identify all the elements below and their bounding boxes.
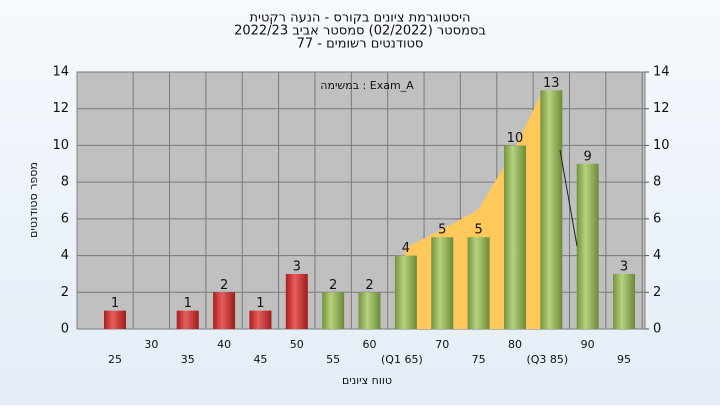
data-label: 10 [507,131,524,146]
bar [503,145,526,329]
y2-tick-label: 4 [653,248,661,263]
bar [467,237,490,329]
y2-tick-label: 14 [653,65,670,80]
x-tick-label: 25 [108,353,122,366]
x-tick-label: (Q1 65) [381,353,423,366]
bar [176,310,199,329]
data-label: 1 [184,296,192,311]
x-tick-label: 75 [472,353,486,366]
y-tick-label: 4 [61,248,69,263]
x-tick-label: 45 [253,353,267,366]
y2-tick-label: 12 [653,101,670,116]
y2-tick-label: 8 [653,175,661,190]
y2-tick-label: 10 [653,138,670,153]
x-tick-label: 60 [363,338,377,351]
data-label: 3 [620,259,628,274]
y-tick-label: 8 [61,175,69,190]
bar [213,292,236,329]
bar [104,310,126,329]
y2-tick-label: 0 [653,322,661,337]
y-tick-label: 12 [52,101,69,116]
bar [613,273,636,329]
data-label: 9 [584,149,592,164]
y-tick-label: 14 [52,65,69,80]
x-tick-label: 90 [581,338,595,351]
data-label: 2 [329,278,337,293]
data-label: 5 [474,223,482,238]
x-tick-label: (Q3 85) [526,353,568,366]
data-label: 1 [256,296,264,311]
title-line: בסמסטר (02/2022) סמסטר אביב 2022/23 [234,24,486,39]
bar [540,90,563,329]
x-tick-label: 95 [617,353,631,366]
x-tick-label: 30 [144,338,158,351]
y-tick-label: 6 [61,211,69,226]
y-tick-label: 10 [52,138,69,153]
x-tick-label: 40 [217,338,231,351]
x-tick-label: 50 [290,338,304,351]
x-tick-label: 80 [508,338,522,351]
bar [322,292,345,329]
y-tick-label: 0 [61,322,69,337]
y-axis-label: מספר סטודנטים [27,162,40,238]
legend: במשימה : Exam_A [320,79,414,92]
y-tick-label: 2 [61,285,69,300]
data-label: 5 [438,223,446,238]
title-line: היסטוגרמת ציונים בקורס - הנעה רקטית [250,11,471,26]
data-label: 4 [402,241,410,256]
x-axis-label: טווח ציונים [342,374,392,387]
title-line: סטודנטים רשומים - 77 [297,37,424,52]
bar [358,292,381,329]
trend-line [559,149,578,247]
data-label: 13 [543,76,560,91]
x-tick-label: 35 [181,353,195,366]
data-label: 1 [111,296,119,311]
data-label: 2 [220,278,228,293]
x-tick-label: 55 [326,353,340,366]
y2-tick-label: 6 [653,211,661,226]
bar [431,237,454,329]
data-label: 3 [293,259,301,274]
bar [394,255,417,329]
data-label: 2 [365,278,373,293]
bar [285,273,308,329]
x-tick-label: 70 [435,338,449,351]
bar [249,310,272,329]
y2-tick-label: 2 [653,285,661,300]
bar [576,163,599,329]
